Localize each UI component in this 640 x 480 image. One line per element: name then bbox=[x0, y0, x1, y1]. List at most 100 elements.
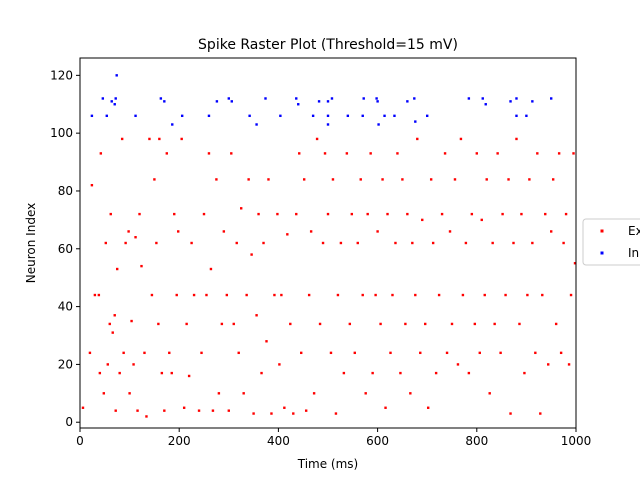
spike-point bbox=[318, 322, 322, 326]
spike-point bbox=[138, 212, 141, 216]
spike-point bbox=[396, 152, 399, 155]
legend-box bbox=[582, 218, 640, 266]
spike-point bbox=[342, 371, 346, 375]
spike-point bbox=[265, 340, 268, 343]
spike-point bbox=[155, 241, 158, 245]
spike-point bbox=[413, 97, 416, 100]
spike-point bbox=[202, 212, 206, 216]
spike-point bbox=[326, 212, 330, 216]
legend-label-in: In bbox=[628, 246, 639, 260]
spike-point bbox=[317, 100, 321, 103]
spike-point bbox=[539, 412, 542, 415]
spike-point bbox=[130, 319, 133, 323]
spike-point bbox=[478, 351, 481, 355]
spike-point bbox=[488, 392, 491, 395]
spike-point bbox=[264, 97, 267, 100]
spike-point bbox=[536, 152, 539, 155]
spike-point bbox=[182, 406, 186, 409]
spike-point bbox=[381, 178, 384, 181]
spike-point bbox=[401, 178, 404, 181]
spike-point bbox=[295, 212, 298, 216]
spike-point bbox=[515, 137, 518, 141]
spike-point bbox=[134, 114, 137, 118]
spike-point bbox=[557, 152, 561, 155]
spike-point bbox=[88, 351, 92, 355]
spike-point bbox=[393, 114, 396, 118]
spike-point bbox=[461, 293, 465, 297]
spike-point bbox=[270, 412, 273, 415]
spike-point bbox=[140, 264, 143, 268]
spike-point bbox=[496, 152, 499, 155]
spike-point bbox=[81, 406, 85, 409]
spike-point bbox=[374, 293, 377, 297]
spike-point bbox=[483, 293, 486, 297]
plot-frame bbox=[79, 57, 577, 429]
spike-point bbox=[267, 178, 270, 181]
spike-point bbox=[339, 241, 343, 245]
spike-point bbox=[289, 322, 292, 326]
spike-point bbox=[531, 241, 534, 245]
spike-point bbox=[550, 230, 553, 233]
spike-point bbox=[371, 371, 374, 375]
spike-point bbox=[185, 322, 188, 326]
spike-point bbox=[528, 178, 531, 181]
spike-point bbox=[346, 114, 350, 118]
spike-point bbox=[93, 293, 97, 297]
spike-point bbox=[312, 392, 316, 395]
spike-point bbox=[364, 392, 367, 395]
spike-point bbox=[97, 293, 101, 297]
spike-point bbox=[90, 183, 94, 187]
spike-point bbox=[353, 351, 356, 355]
spike-point bbox=[326, 100, 330, 103]
spike-point bbox=[467, 97, 471, 100]
spike-point bbox=[377, 123, 380, 126]
spike-point bbox=[419, 351, 422, 355]
spike-point bbox=[512, 241, 515, 245]
spike-point bbox=[297, 103, 300, 106]
spike-point bbox=[504, 293, 507, 297]
spike-point bbox=[230, 152, 233, 155]
spike-point bbox=[150, 293, 154, 297]
spike-point bbox=[292, 412, 295, 415]
spike-point bbox=[114, 409, 117, 412]
spike-point bbox=[122, 351, 125, 355]
chart-title: Spike Raster Plot (Threshold=15 mV) bbox=[198, 37, 458, 53]
spike-point bbox=[531, 100, 534, 103]
spike-point bbox=[170, 371, 173, 375]
spike-point bbox=[554, 322, 558, 326]
spike-point bbox=[356, 241, 359, 245]
spike-point bbox=[404, 322, 407, 326]
spike-point bbox=[225, 293, 229, 297]
y-tick-label: 80 bbox=[58, 184, 73, 198]
spike-point bbox=[220, 322, 224, 326]
spike-point bbox=[232, 322, 235, 326]
spike-point bbox=[153, 178, 156, 181]
spike-point bbox=[247, 178, 250, 181]
x-tick-label: 800 bbox=[465, 434, 488, 448]
spike-point bbox=[464, 241, 468, 245]
spike-point bbox=[515, 114, 518, 118]
spike-point bbox=[240, 207, 243, 210]
spike-point bbox=[416, 137, 419, 141]
spike-point bbox=[379, 322, 382, 326]
x-tick-label: 600 bbox=[366, 434, 389, 448]
spike-point bbox=[523, 371, 526, 375]
legend-marker-ex bbox=[600, 229, 604, 233]
spike-point bbox=[109, 212, 112, 216]
spike-point bbox=[411, 241, 414, 245]
spike-point bbox=[108, 322, 111, 326]
spike-point bbox=[475, 152, 478, 155]
spike-point bbox=[541, 293, 544, 297]
spike-point bbox=[493, 322, 496, 326]
spike-point bbox=[326, 114, 330, 118]
spike-point bbox=[242, 392, 245, 395]
spike-point bbox=[90, 114, 94, 118]
spike-point bbox=[473, 322, 477, 326]
y-tick-label: 0 bbox=[65, 415, 73, 429]
spike-point bbox=[120, 137, 124, 141]
spike-point bbox=[113, 103, 116, 106]
spike-point bbox=[421, 218, 424, 222]
spike-point bbox=[118, 371, 121, 375]
spike-point bbox=[456, 363, 460, 366]
spike-point bbox=[307, 293, 311, 297]
